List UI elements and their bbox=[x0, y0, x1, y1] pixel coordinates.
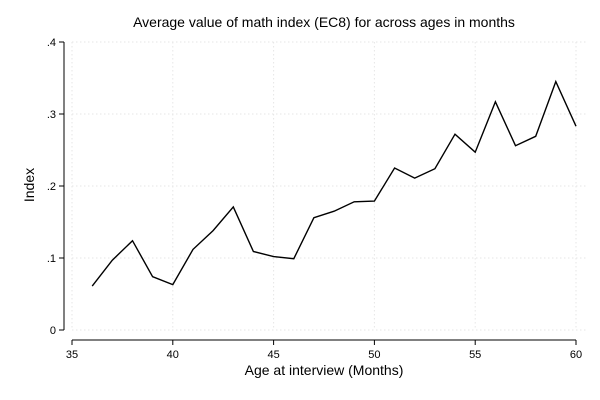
series-layer bbox=[91, 79, 577, 287]
x-tick-label: 35 bbox=[66, 349, 78, 361]
y-tick-label: .2 bbox=[47, 181, 56, 193]
y-tick-label: .4 bbox=[47, 37, 56, 49]
y-axis-label: Index bbox=[21, 168, 37, 202]
series-line bbox=[91, 79, 577, 287]
x-axis-label: Age at interview (Months) bbox=[245, 362, 404, 378]
x-tick-label: 50 bbox=[368, 349, 380, 361]
x-tick-label: 45 bbox=[267, 349, 279, 361]
chart-title: Average value of math index (EC8) for ac… bbox=[133, 14, 515, 30]
ticks: 0 .1 .2 .3 .4 35 40 45 50 55 60 bbox=[47, 37, 582, 361]
x-tick-label: 40 bbox=[167, 349, 179, 361]
y-tick-label: 0 bbox=[50, 325, 56, 337]
y-tick-label: .3 bbox=[47, 109, 56, 121]
y-tick-label: .1 bbox=[47, 253, 56, 265]
x-tick-label: 55 bbox=[469, 349, 481, 361]
x-tick-label: 60 bbox=[570, 349, 582, 361]
axes bbox=[63, 42, 576, 341]
grid bbox=[71, 41, 586, 331]
